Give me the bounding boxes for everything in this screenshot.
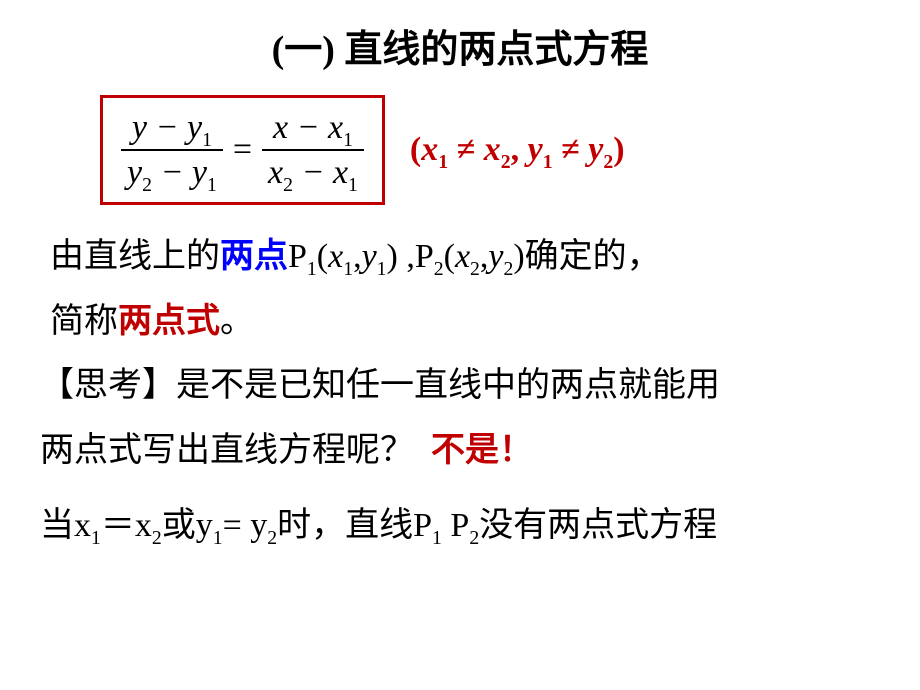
desc-two-points: 两点 (220, 238, 288, 275)
equals-sign: = (223, 131, 262, 169)
slide-page: (一) 直线的两点式方程 y − y1 y2 − y1 = x − x1 x2 … (0, 0, 920, 690)
description-line-2: 简称两点式。 (50, 290, 880, 355)
page-title: (一) 直线的两点式方程 (40, 18, 880, 73)
cond-close: ) (613, 131, 624, 168)
cond-y1: y (528, 131, 543, 168)
cond-neq2: ≠ (553, 131, 589, 168)
desc2-c: 。 (220, 303, 254, 340)
think-label: 【思考】 (40, 367, 176, 404)
think-line-1: 【思考】是不是已知任一直线中的两点就能用 (40, 354, 880, 419)
desc2-a: 简称 (50, 303, 118, 340)
desc2-b: 两点式 (118, 303, 220, 340)
formula-row: y − y1 y2 − y1 = x − x1 x2 − x1 (x1 ≠ x2… (100, 95, 880, 205)
frac-right-den: x2 − x1 (262, 149, 364, 192)
cond-x1-sub: 1 (438, 151, 448, 173)
cond-x1: x (421, 131, 438, 168)
think-q1: 是不是已知任一直线中的两点就能用 (176, 367, 720, 404)
description-line-1: 由直线上的两点P1(x1,y1) ,P2(x2,y2)确定的， (50, 225, 880, 290)
think-answer: 不是！ (431, 432, 533, 469)
cond-x2: x (484, 131, 501, 168)
think-q2: 两点式写出直线方程呢？ (40, 432, 423, 469)
think-line-2: 两点式写出直线方程呢？ 不是！ (40, 419, 880, 484)
two-point-formula-box: y − y1 y2 − y1 = x − x1 x2 − x1 (100, 95, 385, 205)
cond-comma: , (511, 131, 528, 168)
condition-text: (x1 ≠ x2, y1 ≠ y2) (410, 131, 625, 169)
cond-open: ( (410, 131, 421, 168)
desc-post: 确定的， (525, 238, 661, 275)
cond-y2-sub: 2 (603, 151, 613, 173)
fraction-right: x − x1 x2 − x1 (262, 108, 364, 192)
fraction-left: y − y1 y2 − y1 (121, 108, 223, 192)
cond-neq1: ≠ (448, 131, 484, 168)
frac-left-den: y2 − y1 (121, 149, 223, 192)
frac-left-num: y − y1 (126, 108, 218, 149)
frac-right-num: x − x1 (267, 108, 359, 149)
cond-y2: y (588, 131, 603, 168)
cond-y1-sub: 1 (543, 151, 553, 173)
desc-points: P1(x1,y1) ,P2(x2,y2) (288, 238, 525, 275)
last-line: 当x1＝x2或y1= y2时，直线P1 P2没有两点式方程 (40, 494, 880, 559)
cond-x2-sub: 2 (501, 151, 511, 173)
desc-pre: 由直线上的 (50, 238, 220, 275)
